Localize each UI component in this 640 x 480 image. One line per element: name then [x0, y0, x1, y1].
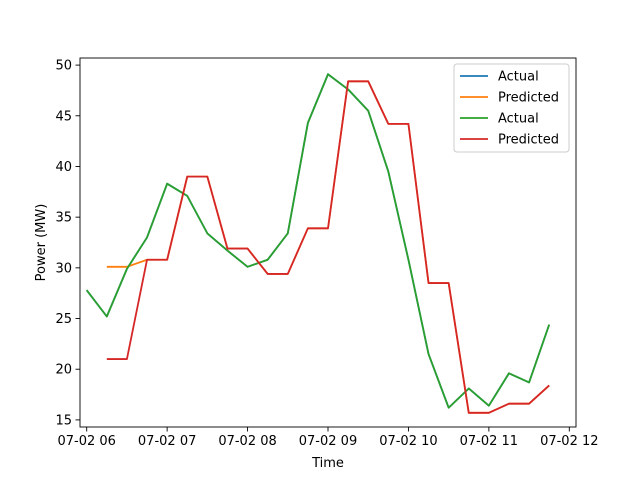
y-tick-label: 30: [55, 261, 72, 276]
x-tick-label: 07-02 11: [460, 434, 518, 449]
y-tick-label: 50: [55, 59, 72, 74]
x-tick-label: 07-02 09: [299, 434, 357, 449]
x-tick-label: 07-02 12: [540, 434, 598, 449]
y-tick-label: 15: [55, 413, 72, 428]
x-tick-label: 07-02 06: [57, 434, 115, 449]
x-axis-ticks: 07-02 06 07-02 07 07-02 08 07-02 09 07-02 10…: [57, 427, 599, 449]
legend-label: Predicted: [498, 133, 559, 148]
y-axis-ticks: 15 20 25 30 35 40 45 50: [55, 59, 80, 428]
y-axis-label: Power (MW): [34, 204, 49, 282]
series-line-4: [106, 80, 550, 414]
legend-label: Actual: [498, 70, 539, 85]
plot-lines: [85, 73, 551, 414]
x-tick-label: 07-02 10: [379, 434, 437, 449]
series-line-3: [85, 73, 551, 409]
legend: Actual Predicted Actual Predicted: [453, 63, 570, 153]
x-tick-label: 07-02 07: [138, 434, 196, 449]
legend-label: Predicted: [498, 91, 559, 106]
legend-frame: [453, 63, 570, 153]
legend-label: Actual: [498, 112, 539, 127]
y-tick-label: 45: [55, 109, 72, 124]
y-tick-label: 20: [55, 363, 72, 378]
y-tick-label: 25: [55, 312, 72, 327]
x-tick-label: 07-02 08: [218, 434, 276, 449]
x-axis-label: Time: [311, 456, 344, 471]
y-tick-label: 35: [55, 211, 72, 226]
y-tick-label: 40: [55, 160, 72, 175]
